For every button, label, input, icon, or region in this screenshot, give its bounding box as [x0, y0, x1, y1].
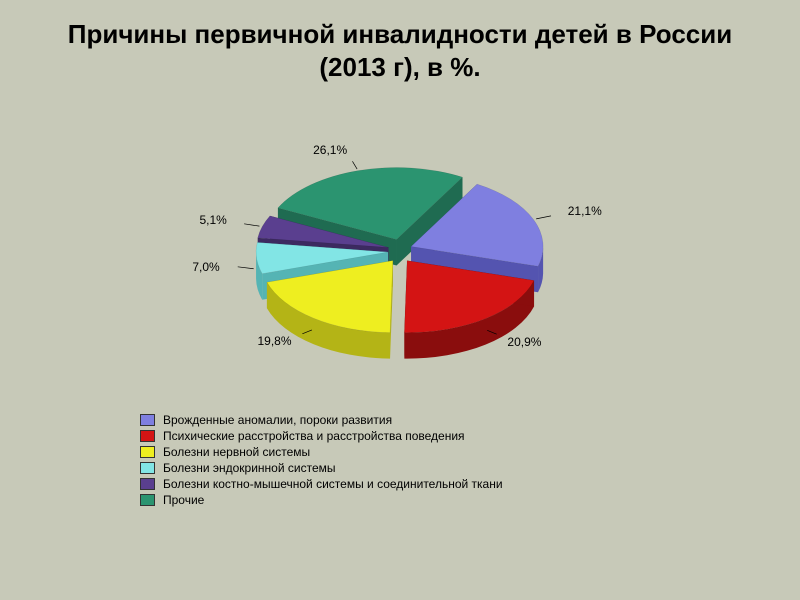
pct-label: 21,1%	[568, 204, 602, 218]
legend-item: Психические расстройства и расстройства …	[140, 429, 660, 443]
legend: Врожденные аномалии, пороки развития Псих…	[140, 413, 660, 507]
pct-label: 20,9%	[507, 335, 541, 349]
leader-line	[238, 267, 254, 269]
pie-svg	[170, 101, 630, 401]
legend-swatch	[140, 446, 155, 458]
legend-item: Болезни костно-мышечной системы и соедин…	[140, 477, 660, 491]
pct-label: 7,0%	[192, 260, 219, 274]
legend-label: Болезни эндокринной системы	[163, 461, 336, 475]
leader-line	[536, 216, 551, 219]
pct-label: 26,1%	[313, 143, 347, 157]
legend-swatch	[140, 494, 155, 506]
legend-swatch	[140, 430, 155, 442]
page-title: Причины первичной инвалидности детей в Р…	[0, 0, 800, 91]
legend-item: Болезни нервной системы	[140, 445, 660, 459]
legend-item: Прочие	[140, 493, 660, 507]
legend-item: Болезни эндокринной системы	[140, 461, 660, 475]
pie-chart-3d: 21,1% 20,9% 19,8% 7,0% 5,1% 26,1%	[0, 91, 800, 411]
pct-label: 19,8%	[257, 334, 291, 348]
legend-label: Болезни костно-мышечной системы и соедин…	[163, 477, 503, 491]
leader-line	[352, 161, 357, 169]
pct-label: 5,1%	[199, 213, 226, 227]
legend-label: Болезни нервной системы	[163, 445, 310, 459]
legend-label: Прочие	[163, 493, 204, 507]
leader-line	[244, 224, 259, 226]
legend-label: Психические расстройства и расстройства …	[163, 429, 465, 443]
legend-item: Врожденные аномалии, пороки развития	[140, 413, 660, 427]
legend-swatch	[140, 414, 155, 426]
legend-label: Врожденные аномалии, пороки развития	[163, 413, 392, 427]
legend-swatch	[140, 478, 155, 490]
legend-swatch	[140, 462, 155, 474]
